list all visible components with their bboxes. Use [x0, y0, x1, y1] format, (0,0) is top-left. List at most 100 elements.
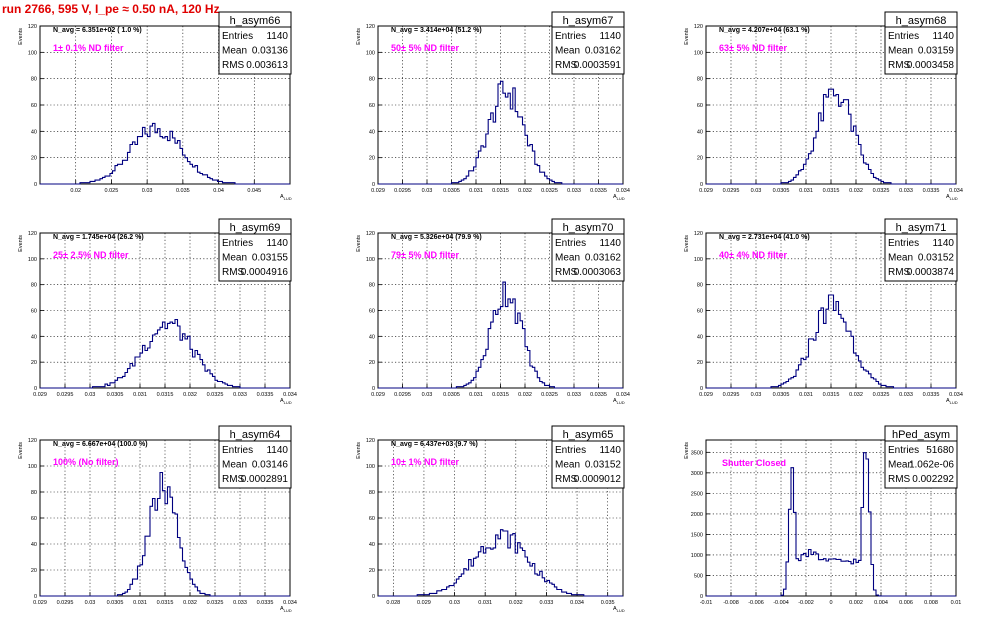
- stats-label: RMS: [222, 60, 245, 71]
- x-tick-label: 0.033: [233, 392, 247, 398]
- x-tick-label: 0.031: [133, 600, 147, 606]
- x-tick-label: 0.0295: [394, 392, 411, 398]
- x-tick-label: -0.006: [748, 600, 764, 606]
- y-tick-label: 3500: [691, 450, 703, 456]
- stats-label: Entries: [555, 31, 586, 42]
- x-tick-label: 0.0295: [57, 600, 74, 606]
- stats-box: [884, 11, 958, 75]
- stats-value: 0.0004916: [241, 267, 289, 278]
- y-tick-label: 0: [700, 594, 703, 600]
- panel-h_asym70: 0 20 40 60 80 100 120 0.029 0.0295 0.03 0.0305 0.03…: [356, 218, 630, 405]
- x-tick-label: 0.034: [283, 392, 297, 398]
- x-tick-label: 0.0305: [443, 188, 460, 194]
- x-tick-label: 0.0335: [257, 392, 274, 398]
- stats-title: h_asym71: [896, 222, 947, 234]
- x-tick-label: 0.03: [449, 600, 460, 606]
- stats-box: [218, 425, 292, 489]
- histogram-line: [706, 452, 956, 597]
- y-tick-label: 120: [28, 438, 37, 444]
- y-tick-label: 40: [31, 129, 37, 135]
- x-axis-title: ALUD: [946, 398, 958, 405]
- x-axis-title: ALUD: [613, 606, 625, 613]
- y-tick-label: 60: [697, 309, 703, 315]
- y-axis-title: Events: [356, 442, 362, 459]
- stats-label: RMS: [888, 474, 911, 485]
- y-axis-title: Events: [684, 28, 690, 45]
- x-tick-label: 0.0315: [157, 600, 174, 606]
- stats-box: [218, 11, 292, 75]
- stats-value: 1140: [932, 31, 954, 42]
- x-tick-label: 0.031: [469, 188, 483, 194]
- x-tick-label: 0.034: [949, 392, 963, 398]
- filter-annotation: 79± 5% ND filter: [391, 250, 459, 260]
- x-tick-label: 0.031: [469, 392, 483, 398]
- y-tick-label: 0: [700, 386, 703, 392]
- x-tick-label: 0.032: [509, 600, 523, 606]
- x-tick-label: 0.0295: [723, 188, 740, 194]
- y-tick-label: 60: [31, 103, 37, 109]
- y-axis-title: Events: [18, 235, 24, 252]
- x-axis-title: ALUD: [280, 194, 292, 201]
- x-tick-label: 0.01: [951, 600, 962, 606]
- navg-annotation: N_avg = 6.437e+03 (9.7 %): [391, 441, 478, 448]
- stats-title: h_asym66: [230, 15, 281, 27]
- stats-label: Mean: [222, 253, 247, 264]
- x-tick-label: 0.0325: [207, 600, 224, 606]
- y-tick-label: 80: [31, 283, 37, 289]
- x-tick-label: -0.008: [723, 600, 739, 606]
- x-tick-label: 0.031: [799, 392, 813, 398]
- stats-value: 1140: [266, 238, 288, 249]
- stats-label: RMS: [888, 60, 911, 71]
- y-tick-label: 0: [34, 182, 37, 188]
- x-tick-label: 0.029: [33, 600, 47, 606]
- x-tick-label: 0.02: [70, 188, 81, 194]
- y-tick-label: 3000: [691, 471, 703, 477]
- x-tick-label: 0.035: [601, 600, 615, 606]
- x-tick-label: 0.03: [751, 188, 762, 194]
- filter-annotation: 1± 0.1% ND filter: [53, 43, 124, 53]
- x-tick-label: 0.029: [371, 392, 385, 398]
- stats-label: RMS: [555, 60, 578, 71]
- stats-value: 0.03155: [252, 253, 289, 264]
- y-tick-label: 20: [369, 156, 375, 162]
- x-tick-label: 0.033: [233, 600, 247, 606]
- x-axis-title: ALUD: [280, 398, 292, 405]
- stats-value: 0.003613: [246, 60, 288, 71]
- y-axis-title: Events: [356, 235, 362, 252]
- y-tick-label: 60: [31, 516, 37, 522]
- stats-box: [884, 425, 958, 489]
- x-tick-label: 0.034: [283, 600, 297, 606]
- y-tick-label: 0: [372, 386, 375, 392]
- x-tick-label: 0.032: [518, 392, 532, 398]
- x-axis-title: ALUD: [280, 606, 292, 613]
- stats-label: Entries: [555, 238, 586, 249]
- y-tick-label: 80: [369, 283, 375, 289]
- y-tick-label: 40: [697, 129, 703, 135]
- navg-annotation: N_avg = 3.414e+04 (51.2 %): [391, 27, 482, 34]
- x-tick-label: 0.03: [422, 392, 433, 398]
- y-tick-label: 60: [369, 516, 375, 522]
- x-tick-label: 0.0335: [257, 600, 274, 606]
- stats-value: 0.0003063: [574, 267, 622, 278]
- x-tick-label: 0.0325: [873, 392, 890, 398]
- panel-h_asym71: 0 20 40 60 80 100 120 0.029 0.0295 0.03 0.0305 0.03…: [684, 218, 963, 405]
- x-tick-label: 0.033: [540, 600, 554, 606]
- y-tick-label: 120: [28, 231, 37, 237]
- y-tick-label: 20: [697, 156, 703, 162]
- x-tick-label: 0.025: [105, 188, 119, 194]
- panel-h_asym68: 0 20 40 60 80 100 120 0.029 0.0295 0.03 0.0305 0.03…: [684, 11, 963, 201]
- y-tick-label: 20: [369, 360, 375, 366]
- y-tick-label: 100: [28, 464, 37, 470]
- x-tick-label: 0.0315: [823, 188, 840, 194]
- stats-title: h_asym64: [230, 429, 281, 441]
- y-axis-title: Events: [18, 442, 24, 459]
- histogram-line: [378, 529, 623, 597]
- y-axis-title: Events: [18, 28, 24, 45]
- x-tick-label: 0.04: [213, 188, 224, 194]
- y-tick-label: 40: [369, 542, 375, 548]
- x-tick-label: -0.004: [773, 600, 789, 606]
- filter-annotation: Shutter Closed: [722, 458, 786, 468]
- x-tick-label: 0.03: [422, 188, 433, 194]
- histogram-line: [378, 281, 623, 389]
- x-tick-label: 0.031: [799, 188, 813, 194]
